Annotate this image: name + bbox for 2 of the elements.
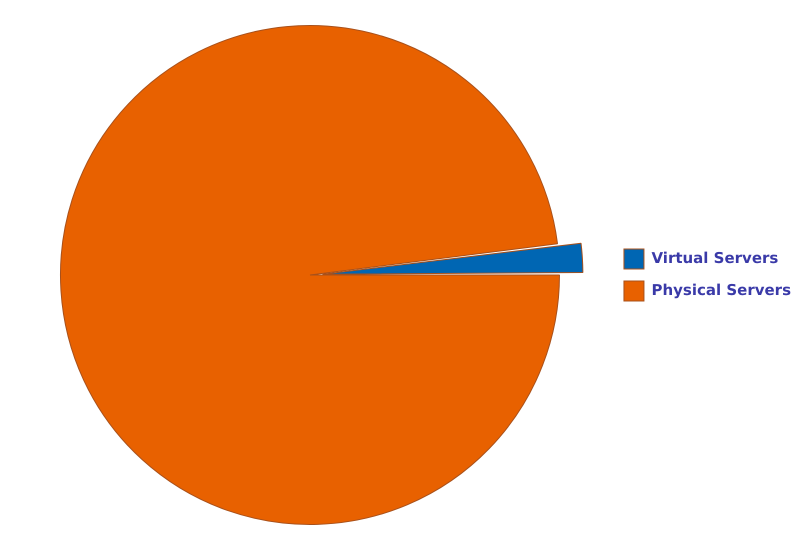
legend-label: Virtual Servers bbox=[651, 248, 778, 267]
legend-label: Physical Servers bbox=[651, 280, 792, 299]
